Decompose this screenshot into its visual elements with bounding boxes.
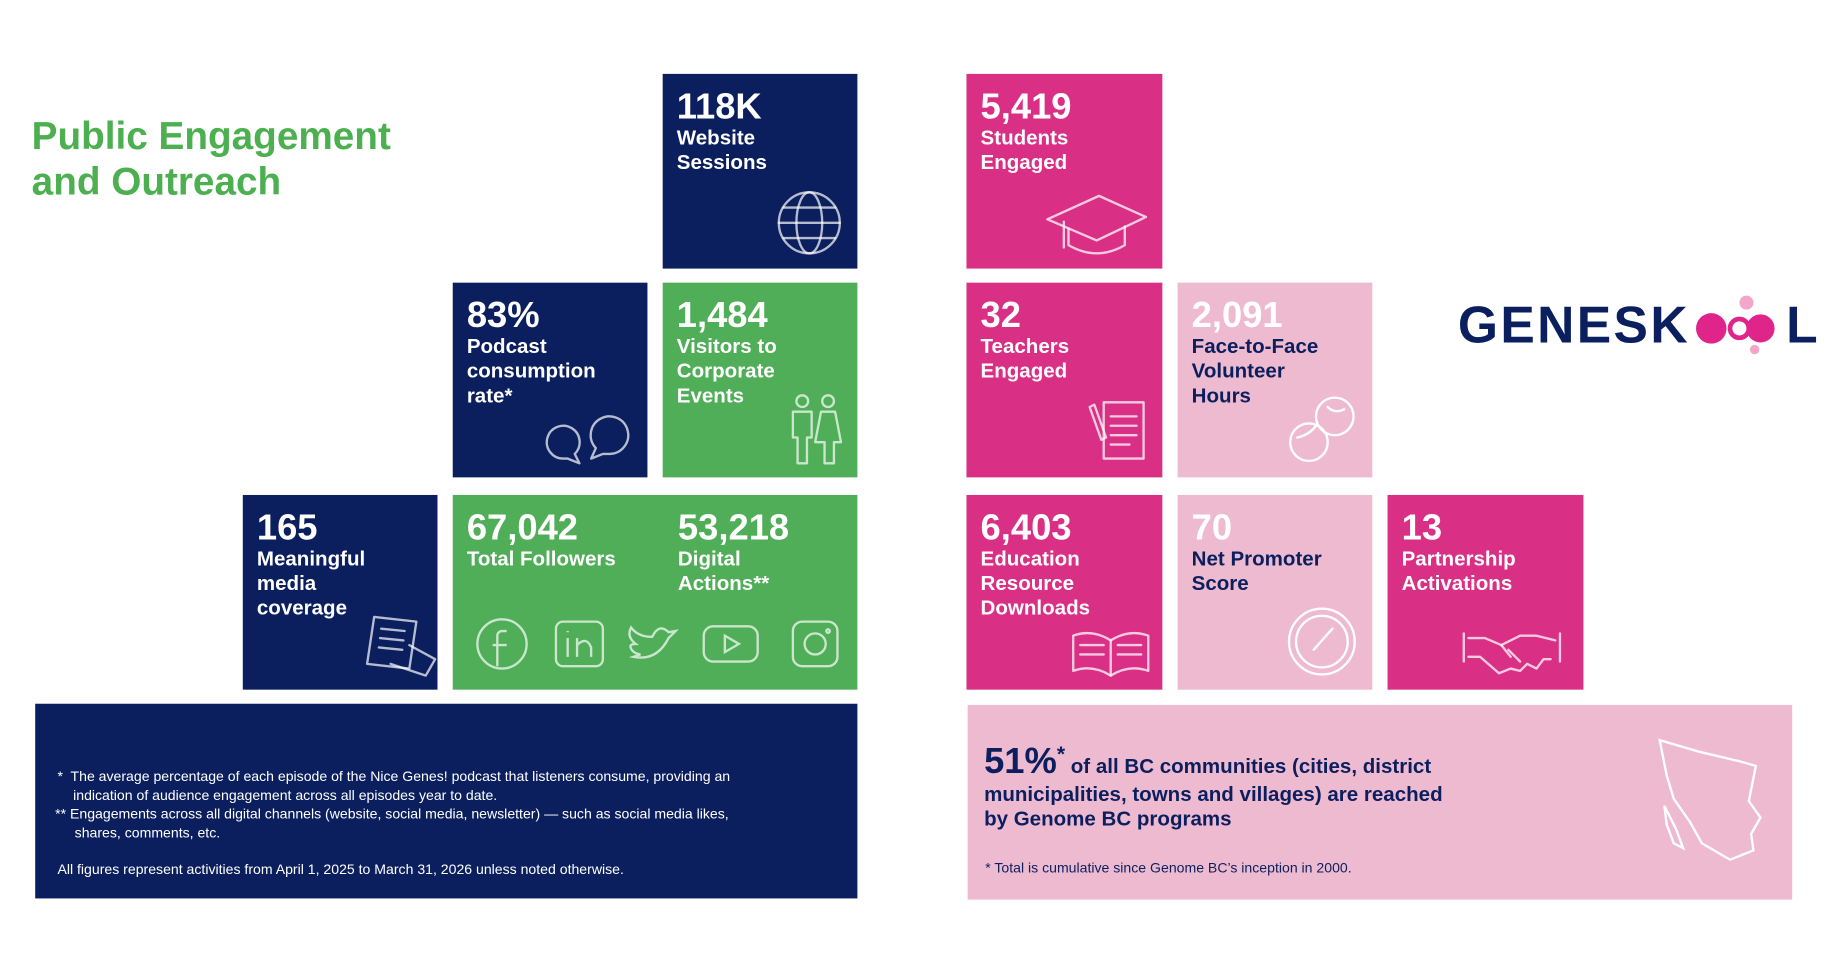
newspaper-icon bbox=[365, 615, 437, 677]
logo-text: GENESK bbox=[1457, 296, 1690, 355]
stat-label: Net Promoter Score bbox=[1191, 546, 1322, 595]
stat-value: 6,403 bbox=[980, 506, 1072, 548]
gauge-icon bbox=[1287, 607, 1356, 676]
stat-label: Partnership Activations bbox=[1401, 546, 1516, 595]
communities-box: 51%* of all BC communities (cities, dist… bbox=[967, 704, 1793, 900]
stat-label: Digital Actions** bbox=[677, 546, 770, 595]
stat-value: 5,419 bbox=[980, 85, 1072, 127]
stat-tile: 2,091 Face-to-Face Volunteer Hours bbox=[1177, 282, 1373, 478]
notepad-icon bbox=[1088, 401, 1145, 460]
asterisk: * bbox=[1056, 742, 1066, 766]
logo: GENESK L bbox=[1458, 293, 1820, 359]
logo-text: L bbox=[1786, 296, 1821, 355]
stat-value: 1,484 bbox=[676, 294, 768, 336]
footnote: * The average percentage of each episode… bbox=[57, 768, 731, 804]
stat-label: Total Followers bbox=[466, 546, 616, 571]
stat-tile: 83% Podcast consumption rate* bbox=[452, 282, 648, 478]
logo-mark bbox=[1695, 295, 1775, 355]
stat-label: Visitors to Corporate Events bbox=[676, 334, 777, 407]
handshake-icon bbox=[1462, 632, 1562, 675]
stat-value: 32 bbox=[980, 294, 1021, 336]
stat-value: 13 bbox=[1401, 506, 1443, 548]
stat-value: 67,042 bbox=[466, 506, 579, 548]
stat-tile: 118K Website Sessions bbox=[662, 73, 858, 269]
communities-statement: 51%* of all BC communities (cities, dist… bbox=[984, 719, 1443, 832]
social-icons bbox=[476, 618, 839, 670]
stat-tile: 67,042 Total Followers 53,218 Digital Ac… bbox=[452, 494, 858, 690]
stat-label: Face-to-Face Volunteer Hours bbox=[1191, 334, 1319, 407]
stat-label: Teachers Engaged bbox=[980, 334, 1070, 383]
communities-note: * Total is cumulative since Genome BC’s … bbox=[985, 859, 1352, 877]
page-title: Public Engagement and Outreach bbox=[31, 113, 391, 203]
stat-tile: 70 Net Promoter Score bbox=[1177, 494, 1373, 690]
stat-label: Website Sessions bbox=[676, 125, 767, 174]
graduation-cap-icon bbox=[1046, 194, 1148, 255]
stat-value: 2,091 bbox=[1191, 294, 1283, 336]
stat-tile: 13 Partnership Activations bbox=[1387, 494, 1584, 690]
stat-tile: 165 Meaningful media coverage bbox=[242, 494, 438, 690]
communities-text: of all BC communities (cities, district … bbox=[984, 754, 1443, 831]
communities-value: 51% bbox=[984, 740, 1057, 782]
speech-icon bbox=[545, 415, 630, 465]
stat-tile: 5,419 Students Engaged bbox=[966, 73, 1163, 269]
footnote-box: * The average percentage of each episode… bbox=[35, 703, 858, 899]
children-icon bbox=[1289, 396, 1355, 463]
stat-label: Podcast consumption rate* bbox=[466, 334, 596, 407]
stat-value: 165 bbox=[256, 506, 318, 548]
people-icon bbox=[791, 394, 843, 465]
stat-group: 67,042 Total Followers bbox=[466, 506, 616, 571]
stat-label: Meaningful media coverage bbox=[256, 546, 366, 620]
stat-value: 70 bbox=[1191, 506, 1233, 548]
book-icon bbox=[1072, 631, 1150, 677]
footnote: ** Engagements across all digital channe… bbox=[55, 805, 729, 841]
stat-group: 53,218 Digital Actions** bbox=[677, 506, 790, 596]
stat-tile: 1,484 Visitors to Corporate Events bbox=[662, 282, 858, 478]
stat-value: 118K bbox=[676, 85, 762, 127]
stat-label: Education Resource Downloads bbox=[980, 546, 1091, 620]
stat-tile: 6,403 Education Resource Downloads bbox=[966, 494, 1163, 690]
stat-tile: 32 Teachers Engaged bbox=[966, 282, 1163, 478]
bc-map-icon bbox=[1658, 738, 1762, 862]
footnote: All figures represent activities from Ap… bbox=[57, 860, 624, 878]
globe-icon bbox=[777, 191, 841, 255]
stat-value: 83% bbox=[466, 294, 540, 336]
stat-value: 53,218 bbox=[677, 506, 790, 548]
stat-label: Students Engaged bbox=[980, 125, 1069, 174]
